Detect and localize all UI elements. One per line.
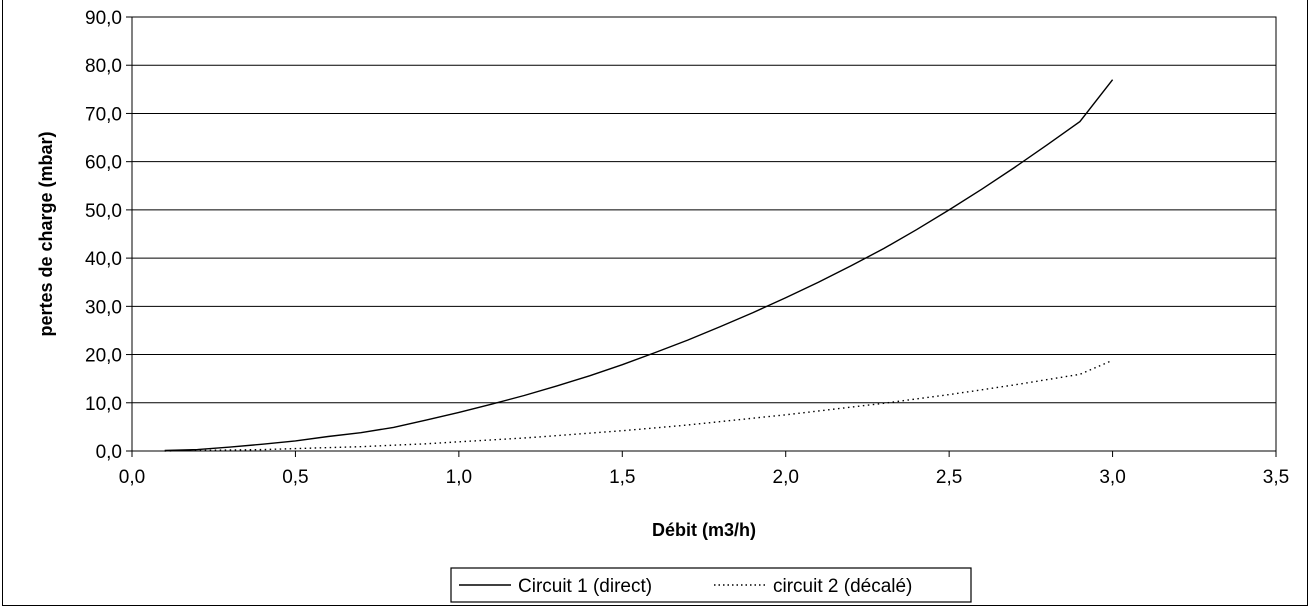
series-line-2 [164, 359, 1113, 452]
y-tick-label: 70,0 [85, 104, 122, 125]
series-layer [164, 79, 1114, 452]
x-tick-label: 2,0 [773, 467, 799, 488]
y-axis-title: pertes de charge (mbar) [36, 131, 56, 336]
x-axis-title: Débit (m3/h) [652, 520, 756, 540]
y-tick-label: 90,0 [85, 8, 122, 29]
y-tick-label: 10,0 [85, 394, 122, 415]
series-line-1 [164, 79, 1114, 452]
x-tick-label: 1,5 [609, 467, 635, 488]
y-tick-label: 30,0 [85, 297, 122, 318]
x-tick-label: 0,0 [119, 467, 145, 488]
x-axis-ticks: 0,0 0,5 1,0 1,5 2,0 2,5 3,0 3,5 [119, 451, 1289, 488]
x-tick-label: 3,5 [1263, 467, 1289, 488]
y-axis-ticks: 0,0 10,0 20,0 30,0 40,0 50,0 60,0 70,0 80,0 90,0 [85, 8, 132, 463]
legend: Circuit 1 (direct) circuit 2 (décalé) [450, 567, 972, 603]
y-tick-label: 60,0 [85, 153, 122, 174]
legend-box [450, 567, 972, 603]
y-tick-label: 40,0 [85, 249, 122, 270]
y-tick-label: 0,0 [96, 442, 122, 463]
x-tick-label: 2,5 [936, 467, 962, 488]
legend-label-circuit-2: circuit 2 (décalé) [773, 576, 912, 597]
gridlines [132, 64, 1276, 404]
x-tick-label: 3,0 [1099, 467, 1125, 488]
y-tick-label: 50,0 [85, 201, 122, 222]
x-tick-label: 0,5 [282, 467, 308, 488]
legend-label-circuit-1: Circuit 1 (direct) [518, 576, 652, 597]
y-tick-label: 20,0 [85, 346, 122, 367]
y-tick-label: 80,0 [85, 56, 122, 77]
x-tick-label: 1,0 [446, 467, 472, 488]
plot-area [131, 16, 1277, 452]
